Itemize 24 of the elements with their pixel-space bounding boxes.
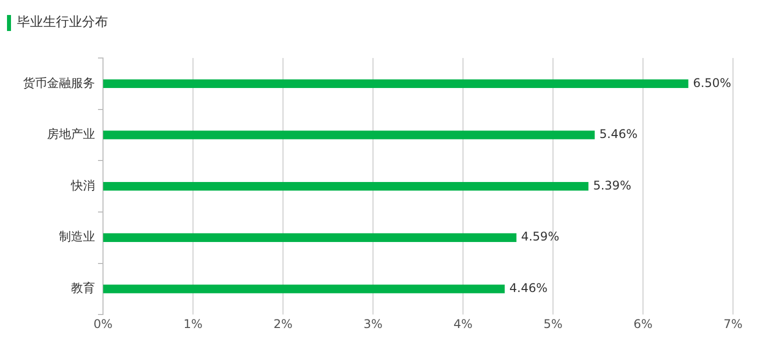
x-tick-label: 1% (183, 316, 203, 331)
data-label: 4.46% (509, 281, 548, 296)
data-label: 4.59% (521, 230, 560, 244)
x-tick-label: 5% (543, 316, 563, 331)
bar (103, 284, 505, 294)
bar (103, 233, 516, 242)
bar (103, 182, 588, 191)
x-tick-label: 4% (453, 316, 473, 331)
y-tick-label: 货币金融服务 (23, 76, 95, 90)
x-tick-label: 7% (723, 316, 743, 331)
chart-title: 毕业生行业分布 (17, 14, 108, 32)
x-tick-label: 3% (363, 316, 383, 331)
data-label: 5.46% (599, 127, 638, 142)
y-tick-label: 快消 (70, 178, 95, 192)
x-tick-label: 0% (93, 316, 113, 331)
x-tick-label: 6% (633, 316, 653, 331)
data-label: 6.50% (693, 76, 732, 90)
y-tick-label: 教育 (71, 281, 95, 296)
y-tick-label: 房地产业 (47, 127, 95, 142)
bar (103, 130, 595, 140)
x-tick-label: 2% (273, 316, 293, 331)
bar (103, 79, 688, 88)
y-tick-label: 制造业 (59, 230, 95, 244)
data-label: 5.39% (593, 178, 632, 192)
